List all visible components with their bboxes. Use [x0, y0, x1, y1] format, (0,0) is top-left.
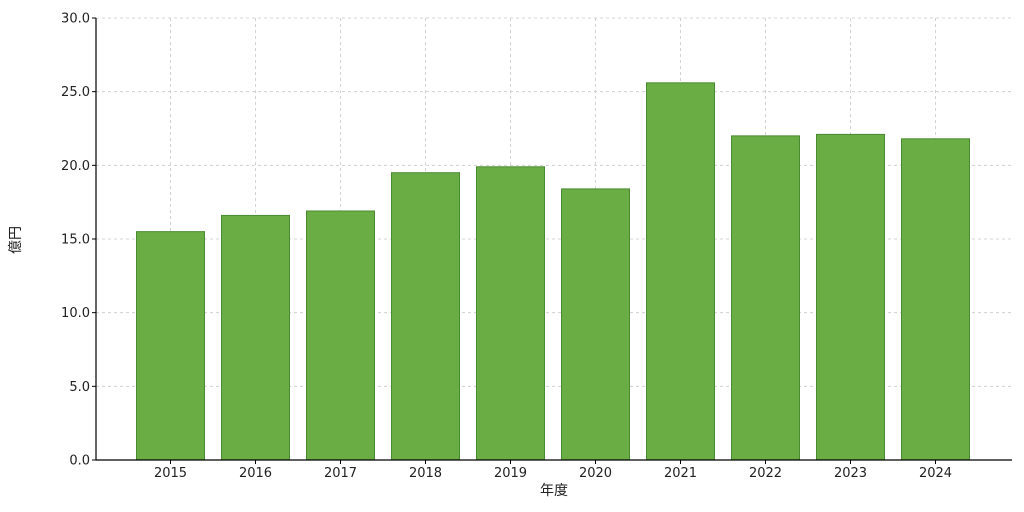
- bar-2022: [731, 135, 800, 461]
- x-tick-label: 2024: [919, 466, 952, 481]
- y-tick-label: 15.0: [61, 233, 90, 248]
- bar-2016: [221, 214, 290, 461]
- y-axis-ticks: 0.0 5.0 10.0 15.0 20.0 25.0 30.0: [61, 12, 96, 469]
- y-tick-label: 20.0: [61, 159, 90, 174]
- bar-2020: [561, 188, 630, 461]
- y-tick-label: 25.0: [61, 85, 90, 100]
- x-tick-label: 2023: [834, 466, 867, 481]
- bar-2021: [646, 82, 715, 461]
- x-axis-ticks: 2015 2016 2017 2018 2019 2020 2021 2022 2023 2024: [154, 460, 952, 481]
- y-tick-label: 0.0: [69, 454, 90, 469]
- x-tick-label: 2015: [154, 466, 187, 481]
- x-tick-label: 2016: [239, 466, 272, 481]
- bar-2015: [136, 231, 205, 461]
- y-axis-title: 億円: [8, 226, 24, 254]
- x-axis-title: 年度: [540, 483, 568, 499]
- bar-2017: [306, 210, 375, 461]
- y-tick-label: 30.0: [61, 12, 90, 27]
- bar-2018: [391, 172, 460, 461]
- x-tick-label: 2018: [409, 466, 442, 481]
- bar-2024: [901, 138, 970, 461]
- y-tick-label: 10.0: [61, 306, 90, 321]
- x-tick-label: 2021: [664, 466, 697, 481]
- x-tick-label: 2022: [749, 466, 782, 481]
- y-tick-label: 5.0: [69, 380, 90, 395]
- x-tick-label: 2019: [494, 466, 527, 481]
- bar-2023: [816, 133, 885, 461]
- x-tick-label: 2017: [324, 466, 357, 481]
- bar-2019: [476, 166, 545, 461]
- bars: [136, 82, 970, 461]
- x-tick-label: 2020: [579, 466, 612, 481]
